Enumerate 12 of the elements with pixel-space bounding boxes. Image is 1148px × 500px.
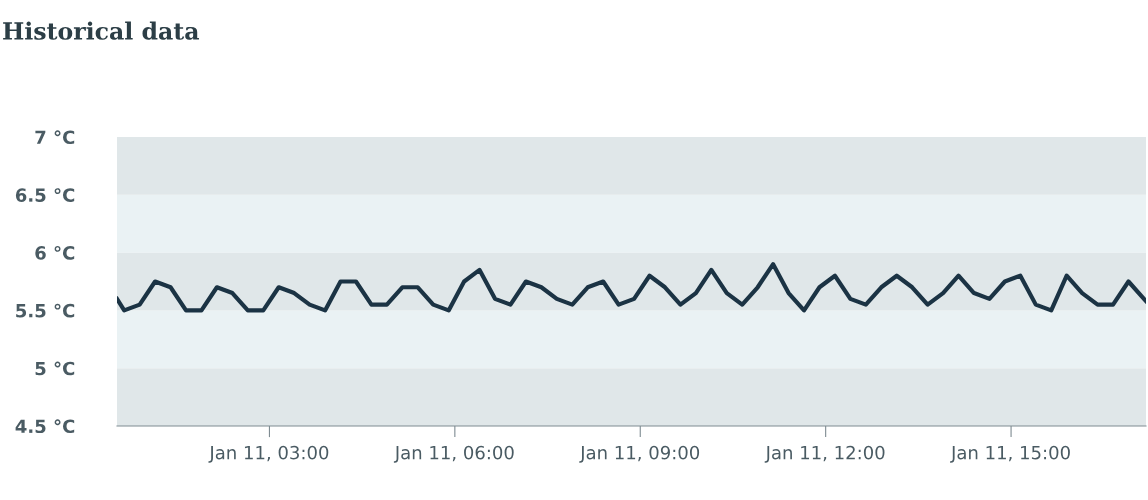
y-tick-label: 6.5 °C: [15, 188, 75, 202]
x-tick-label: Jan 11, 12:00: [764, 445, 885, 463]
x-tick-label: Jan 11, 09:00: [579, 445, 700, 463]
x-tick-label: Jan 11, 15:00: [950, 445, 1070, 463]
x-tick-label: Jan 11, 06:00: [393, 445, 514, 463]
chart-title: Historical data: [3, 21, 199, 40]
x-tick-label: Jan 11, 03:00: [208, 445, 329, 463]
y-tick-label: 7 °C: [35, 130, 75, 145]
y-tick-label: 5.5 °C: [16, 303, 75, 318]
y-tick-label: 5 °C: [35, 361, 75, 376]
y-tick-label: 4.5 °C: [15, 419, 75, 434]
y-tick-label: 6 °C: [35, 245, 75, 260]
